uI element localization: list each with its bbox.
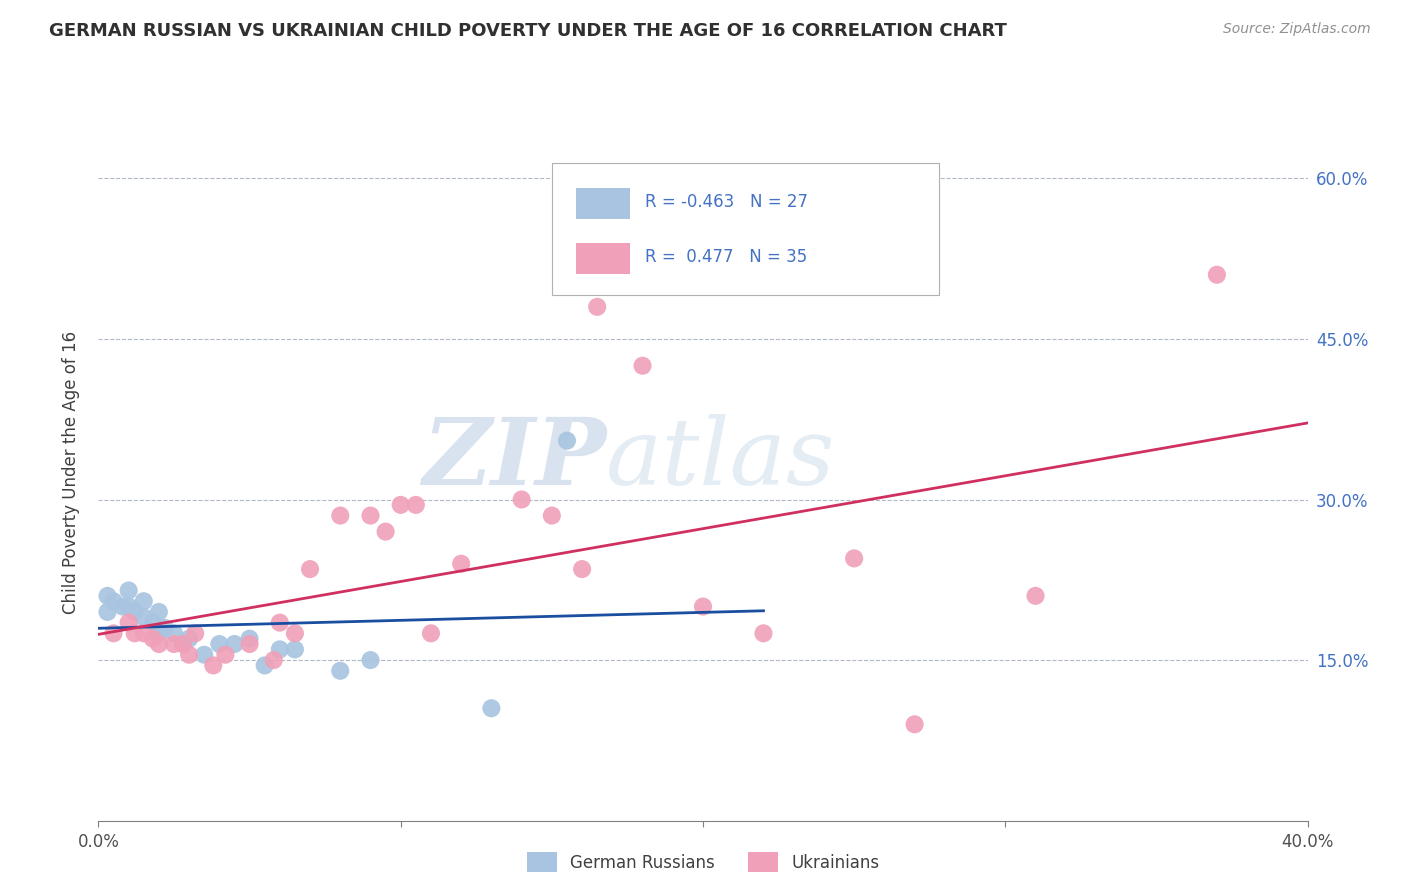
Point: [193, 648, 215, 662]
Point: [132, 626, 155, 640]
Point: [571, 562, 593, 576]
Point: [360, 508, 382, 523]
Point: [118, 615, 141, 630]
Point: [450, 557, 472, 571]
Point: [142, 615, 165, 630]
Point: [172, 637, 194, 651]
Point: [374, 524, 396, 539]
Point: [329, 664, 352, 678]
Point: [224, 637, 246, 651]
Point: [184, 626, 207, 640]
Point: [1024, 589, 1046, 603]
Text: R =  0.477   N = 35: R = 0.477 N = 35: [645, 248, 807, 266]
Point: [555, 434, 578, 448]
Text: GERMAN RUSSIAN VS UKRAINIAN CHILD POVERTY UNDER THE AGE OF 16 CORRELATION CHART: GERMAN RUSSIAN VS UKRAINIAN CHILD POVERT…: [49, 22, 1007, 40]
Point: [631, 359, 654, 373]
Point: [208, 637, 231, 651]
Point: [124, 605, 146, 619]
Point: [269, 615, 291, 630]
Point: [148, 637, 170, 651]
Text: ZIP: ZIP: [422, 414, 606, 504]
Point: [692, 599, 714, 614]
Point: [96, 605, 118, 619]
Point: [263, 653, 285, 667]
Point: [239, 637, 262, 651]
Point: [360, 653, 382, 667]
Point: [239, 632, 262, 646]
Point: [148, 626, 170, 640]
Point: [299, 562, 322, 576]
Point: [124, 626, 146, 640]
Point: [111, 599, 134, 614]
Point: [284, 642, 307, 657]
Point: [253, 658, 276, 673]
Point: [163, 626, 186, 640]
Point: [540, 508, 562, 523]
Point: [269, 642, 291, 657]
Legend: German Russians, Ukrainians: German Russians, Ukrainians: [520, 846, 886, 879]
Point: [752, 626, 775, 640]
Point: [510, 492, 533, 507]
Text: Source: ZipAtlas.com: Source: ZipAtlas.com: [1223, 22, 1371, 37]
Bar: [576, 243, 630, 274]
Point: [142, 632, 165, 646]
Point: [202, 658, 225, 673]
Bar: [576, 188, 630, 219]
Text: atlas: atlas: [606, 414, 835, 504]
Point: [179, 648, 201, 662]
Point: [179, 632, 201, 646]
Point: [132, 610, 155, 624]
Point: [481, 701, 503, 715]
Point: [284, 626, 307, 640]
Point: [904, 717, 927, 731]
Point: [103, 626, 125, 640]
Text: R = -0.463   N = 27: R = -0.463 N = 27: [645, 193, 808, 211]
Point: [103, 594, 125, 608]
Point: [214, 648, 236, 662]
Point: [153, 621, 176, 635]
Y-axis label: Child Poverty Under the Age of 16: Child Poverty Under the Age of 16: [62, 331, 80, 615]
Point: [132, 594, 155, 608]
Point: [586, 300, 609, 314]
Point: [405, 498, 427, 512]
Point: [118, 599, 141, 614]
Point: [420, 626, 443, 640]
FancyBboxPatch shape: [553, 163, 939, 295]
Point: [118, 583, 141, 598]
Point: [96, 589, 118, 603]
Point: [148, 605, 170, 619]
Point: [163, 637, 186, 651]
Point: [389, 498, 412, 512]
Point: [329, 508, 352, 523]
Point: [844, 551, 866, 566]
Point: [1206, 268, 1229, 282]
Point: [172, 637, 194, 651]
